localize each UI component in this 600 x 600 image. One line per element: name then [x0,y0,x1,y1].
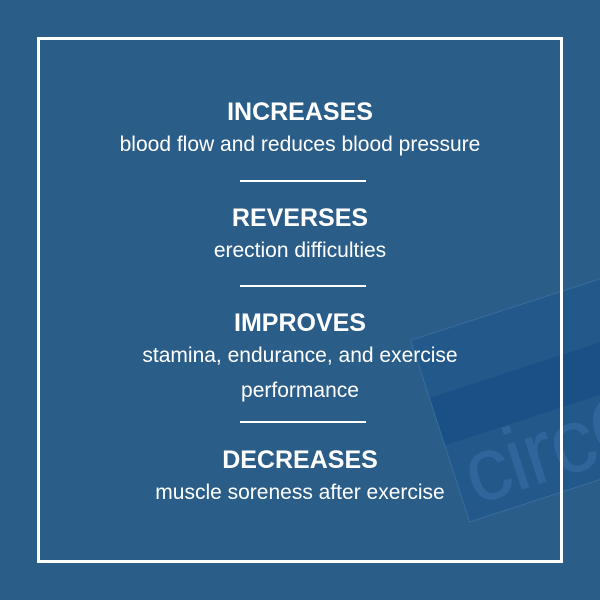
benefit-heading: IMPROVES [234,309,366,337]
benefit-text: blood flow and reduces blood pressure [119,133,481,156]
benefit-reverses: REVERSES erection difficulties [0,203,600,268]
benefit-text: stamina, endurance, and exercise [142,344,458,367]
divider [240,180,366,182]
benefit-increases: INCREASES blood flow and reduces blood p… [0,97,600,162]
divider [240,285,366,287]
benefit-text: erection difficulties [213,239,387,262]
benefit-text: muscle soreness after exercise [155,481,445,504]
benefit-text: performance [241,379,359,402]
benefit-heading: DECREASES [222,446,378,474]
benefit-heading: REVERSES [231,204,369,232]
benefit-decreases: DECREASES muscle soreness after exercise [0,445,600,510]
benefit-improves: IMPROVES stamina, endurance, and exercis… [0,308,600,408]
white-frame [37,37,563,563]
divider [240,421,366,423]
benefit-heading: INCREASES [227,98,373,126]
